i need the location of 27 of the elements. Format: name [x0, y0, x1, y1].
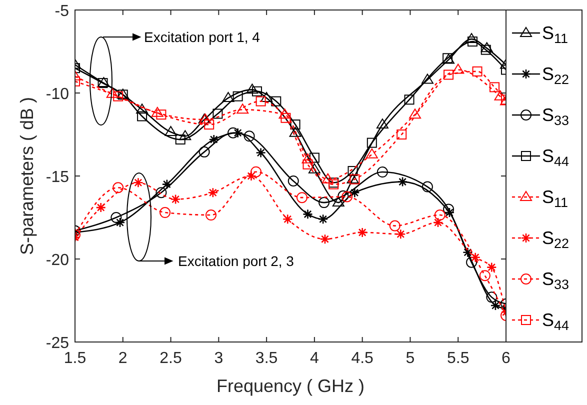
x-axis-title: Frequency ( GHz )	[216, 376, 365, 396]
x-tick-label: 5.5	[446, 350, 470, 367]
legend-label: S$_{33}$	[542, 105, 570, 128]
x-tick-label: 2.5	[160, 350, 182, 367]
x-tick-label: 6	[502, 350, 511, 367]
x-tick-label: 1.5	[64, 350, 86, 367]
y-tick-label: -15	[46, 169, 70, 186]
x-tick-label: 4	[310, 350, 319, 367]
legend-label: S$_{11}$	[542, 23, 568, 46]
y-tick-label: -25	[46, 335, 70, 352]
y-axis-title: S-parameters ( dB )	[17, 96, 37, 256]
legend-label: S$_{11}$	[542, 187, 568, 210]
legend-label: S$_{22}$	[542, 64, 570, 88]
x-tick-label: 4.5	[351, 350, 374, 367]
annotation: Excitation port 1, 4	[144, 29, 260, 45]
legend-label: S$_{33}$	[542, 269, 570, 292]
y-tick-label: -5	[54, 3, 70, 20]
y-tick-label: -10	[46, 86, 70, 103]
annotation: Excitation port 2, 3	[178, 253, 294, 269]
legend-label: S$_{44}$	[542, 310, 570, 334]
x-tick-label: 3	[214, 350, 224, 367]
x-tick-label: 2	[118, 350, 128, 367]
legend-label: S$_{22}$	[542, 228, 570, 252]
legend-label: S$_{44}$	[542, 146, 570, 170]
x-tick-label: 5	[406, 350, 415, 367]
x-tick-label: 3.5	[255, 350, 278, 367]
y-tick-label: -20	[46, 252, 70, 269]
